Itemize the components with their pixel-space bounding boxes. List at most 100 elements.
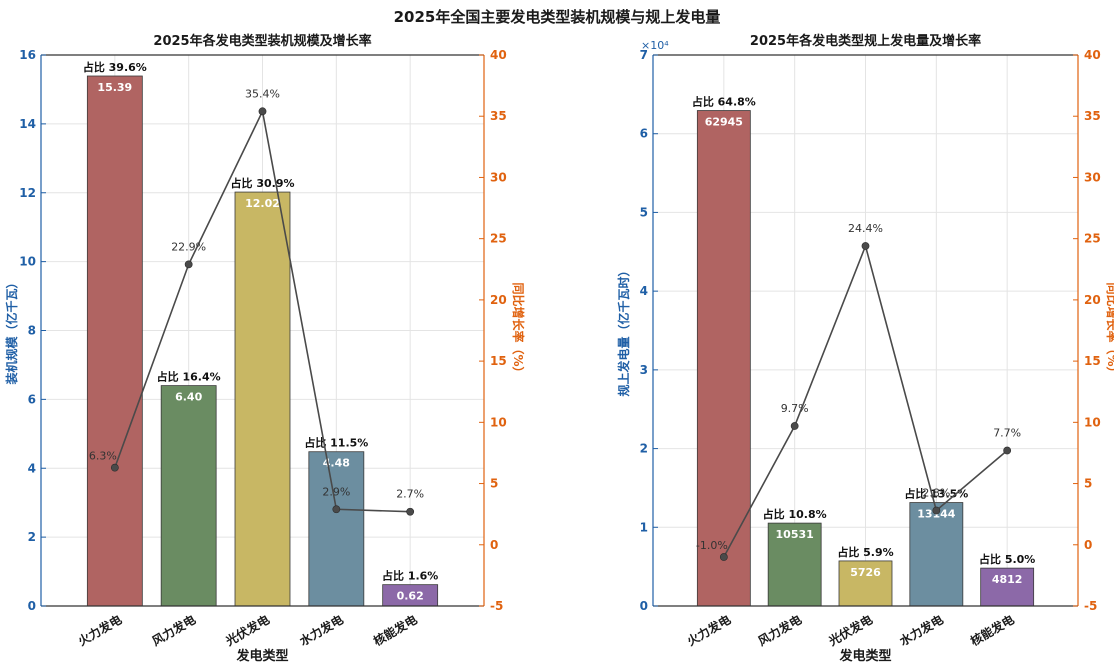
growth-point xyxy=(719,553,728,561)
x-tick-label: 风力发电 xyxy=(755,612,804,649)
y2-tick-label: 35 xyxy=(490,109,507,123)
y2-tick-label: 40 xyxy=(1084,48,1101,62)
growth-label: 22.9% xyxy=(171,240,206,253)
y-axis-label: 装机规模（亿千瓦） xyxy=(4,276,19,385)
growth-label: -1.0% xyxy=(696,539,728,552)
growth-label: 2.8% xyxy=(922,486,950,499)
y-tick-label: 0 xyxy=(640,599,648,613)
growth-point xyxy=(406,507,415,516)
bar-1 xyxy=(86,75,143,607)
value-label: 6.40 xyxy=(175,391,202,404)
growth-label: 9.7% xyxy=(781,402,809,415)
y-tick-label: 10 xyxy=(19,255,36,269)
growth-point xyxy=(790,422,799,430)
y-axis-label: 规上发电量（亿千瓦时） xyxy=(616,264,631,396)
x-axis-label: 发电类型 xyxy=(838,648,891,662)
value-label: 4.48 xyxy=(323,457,350,470)
growth-label: 24.4% xyxy=(848,222,883,235)
growth-point xyxy=(932,506,941,515)
y-tick-label: 8 xyxy=(28,324,36,338)
x-tick-label: 火力发电 xyxy=(684,612,733,649)
y2-tick-label: 15 xyxy=(1084,354,1101,368)
x-tick-label: 光伏发电 xyxy=(222,612,272,649)
y2-tick-label: -5 xyxy=(490,599,503,613)
y-tick-label: 12 xyxy=(19,186,36,200)
y2-tick-label: 15 xyxy=(490,354,507,368)
bar-4 xyxy=(909,502,964,607)
chart-generation: 2025年各发电类型规上发电量及增长率 0 1 2 3 4 5 6 7×10⁴ -5 0 5 10 15 2… xyxy=(616,33,1114,662)
figure-title: 2025年全国主要发电类型装机规模与规上发电量 xyxy=(394,8,721,26)
x-tick-label: 水力发电 xyxy=(897,612,946,649)
share-label: 占比 16.4% xyxy=(157,370,221,384)
value-label: 15.39 xyxy=(97,81,132,94)
growth-point xyxy=(184,260,193,269)
y2-axis-label: 同比增长率（%） xyxy=(511,282,526,378)
share-label: 占比 39.6% xyxy=(83,60,147,74)
subplot-title: 2025年各发电类型规上发电量及增长率 xyxy=(750,33,981,49)
share-label: 占比 1.6% xyxy=(382,569,438,583)
y-tick-label: 0 xyxy=(28,599,36,613)
y-tick-label: 6 xyxy=(640,127,648,141)
share-label: 占比 30.9% xyxy=(231,176,295,190)
value-label: 10531 xyxy=(776,528,814,541)
y2-tick-label: 35 xyxy=(1084,109,1101,123)
y-tick-label: 14 xyxy=(19,117,36,131)
x-tick-label: 火力发电 xyxy=(75,612,124,649)
share-label: 占比 5.9% xyxy=(837,545,893,559)
bar-4 xyxy=(308,451,365,607)
y2-tick-label: 40 xyxy=(490,48,507,62)
x-tick-label: 水力发电 xyxy=(297,612,346,649)
bar-1 xyxy=(696,110,751,607)
x-tick-label: 风力发电 xyxy=(149,612,198,649)
value-label: 0.62 xyxy=(397,590,424,603)
y2-tick-label: 25 xyxy=(490,232,507,246)
y-tick-label: 2 xyxy=(640,442,648,456)
bar-5 xyxy=(980,567,1035,607)
y2-tick-label: 20 xyxy=(490,293,507,307)
subplot-title: 2025年各发电类型装机规模及增长率 xyxy=(153,33,371,49)
y-tick-label: 4 xyxy=(640,284,648,298)
y-tick-label: 16 xyxy=(19,48,36,62)
y2-tick-label: 10 xyxy=(490,415,507,429)
share-label: 占比 10.8% xyxy=(763,507,827,521)
y2-tick-label: 0 xyxy=(1084,538,1092,552)
y2-tick-label: -5 xyxy=(1084,599,1097,613)
value-label: 5726 xyxy=(850,566,881,579)
share-label: 占比 5.0% xyxy=(979,552,1035,566)
growth-label: 7.7% xyxy=(993,426,1021,439)
value-label: 62945 xyxy=(705,116,743,129)
y2-tick-label: 5 xyxy=(490,477,498,491)
bar-3 xyxy=(234,191,291,607)
y2-axis-label: 同比增长率（%） xyxy=(1105,282,1114,378)
growth-point xyxy=(258,107,267,116)
y-tick-label: 4 xyxy=(28,461,36,475)
x-tick-label: 核能发电 xyxy=(968,612,1017,649)
share-label: 占比 11.5% xyxy=(304,436,368,450)
y-tick-label: 3 xyxy=(640,363,648,377)
y-tick-label: 5 xyxy=(640,205,648,219)
growth-point xyxy=(861,242,870,250)
growth-point xyxy=(1003,446,1012,455)
value-label: 4812 xyxy=(992,573,1023,586)
x-tick-label: 核能发电 xyxy=(371,612,420,649)
y2-tick-label: 0 xyxy=(490,538,498,552)
y2-tick-label: 10 xyxy=(1084,415,1101,429)
growth-point xyxy=(110,463,119,472)
growth-label: 6.3% xyxy=(89,450,117,463)
y-tick-label: 7 xyxy=(640,48,648,62)
y-tick-label: 1 xyxy=(640,520,648,534)
growth-label: 35.4% xyxy=(245,87,280,100)
y2-tick-label: 30 xyxy=(1084,170,1101,184)
growth-label: 2.9% xyxy=(322,485,350,498)
y2-tick-label: 30 xyxy=(490,170,507,184)
growth-label: 2.7% xyxy=(396,488,424,501)
growth-point xyxy=(332,505,341,514)
x-axis-label: 发电类型 xyxy=(235,648,288,662)
value-label: 12.02 xyxy=(245,197,280,210)
chart-capacity: 2025年各发电类型装机规模及增长率 0 2 4 6 8 10 12 14 16 -5 0 5 10 15 2… xyxy=(4,33,526,662)
bar-2 xyxy=(160,385,217,607)
y2-tick-label: 25 xyxy=(1084,232,1101,246)
share-label: 占比 64.8% xyxy=(692,95,756,109)
y-exponent-label: ×10⁴ xyxy=(641,39,669,52)
